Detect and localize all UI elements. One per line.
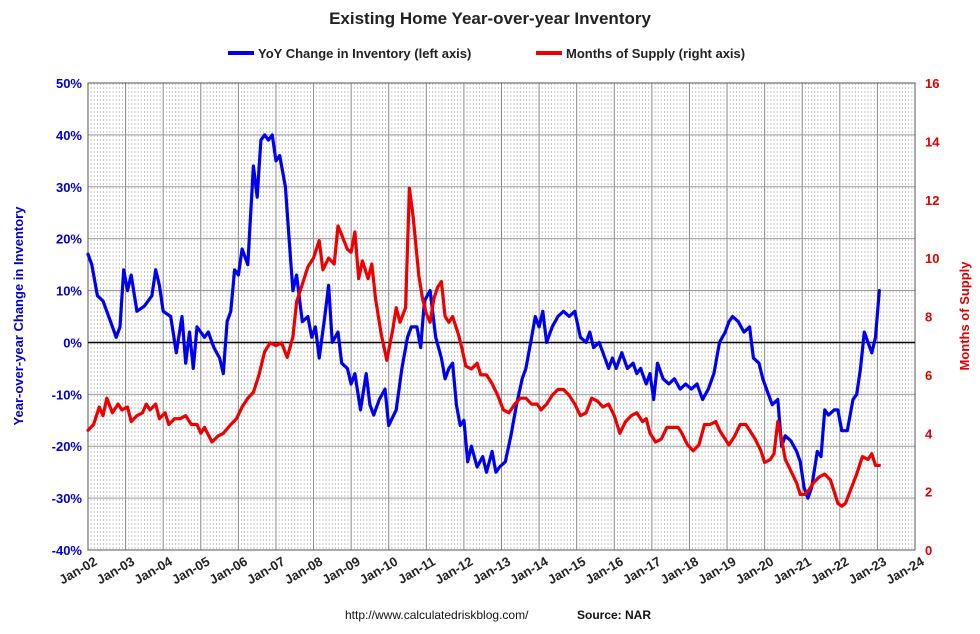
y-right-tick-label: 16 (925, 76, 939, 91)
x-tick-label: Jan-16 (583, 554, 626, 588)
x-tick-label: Jan-09 (319, 554, 362, 588)
x-tick-label: Jan-19 (695, 554, 738, 588)
y-right-tick-label: 4 (925, 426, 933, 441)
grid (88, 83, 915, 550)
legend-label-months-supply: Months of Supply (right axis) (566, 46, 745, 61)
y-left-tick-label: -40% (52, 543, 83, 558)
y-left-tick-label: -10% (52, 387, 83, 402)
source-label: Source: NAR (577, 608, 651, 622)
y-right-tick-label: 0 (925, 543, 932, 558)
y-right-tick-label: 2 (925, 485, 932, 500)
y-left-tick-label: 40% (56, 128, 82, 143)
x-tick-label: Jan-06 (207, 554, 250, 588)
x-tick-label: Jan-24 (883, 553, 927, 587)
x-tick-label: Jan-03 (94, 554, 137, 588)
series-line-months-supply (86, 186, 881, 508)
x-tick-label: Jan-22 (808, 554, 851, 588)
right-axis-ticks: 0 2 4 6 8 10 12 14 16 (925, 76, 940, 558)
x-tick-label: Jan-12 (432, 554, 475, 588)
series-line-yoy (86, 133, 881, 500)
x-tick-label: Jan-14 (507, 553, 551, 587)
series-layer (86, 133, 881, 508)
y-left-tick-label: 20% (56, 232, 82, 247)
source-url: http://www.calculatedriskblog.com/ (345, 608, 529, 622)
x-tick-label: Jan-20 (733, 554, 776, 588)
left-axis-label: Year-over-year Change in Inventory (11, 206, 26, 426)
x-tick-label: Jan-21 (771, 554, 814, 588)
x-tick-label: Jan-10 (357, 554, 400, 588)
y-left-tick-label: 10% (56, 284, 82, 299)
x-tick-label: Jan-08 (282, 554, 325, 588)
x-tick-label: Jan-13 (470, 554, 513, 588)
y-left-tick-label: 30% (56, 180, 82, 195)
y-right-tick-label: 10 (925, 251, 939, 266)
x-axis-ticks: Jan-02Jan-03Jan-04Jan-05Jan-06Jan-07Jan-… (56, 553, 927, 587)
y-right-tick-label: 6 (925, 368, 932, 383)
plot-area-border (87, 82, 916, 551)
right-axis-label: Months of Supply (957, 261, 972, 371)
y-right-tick-label: 14 (925, 134, 940, 149)
x-tick-label: Jan-05 (169, 554, 212, 588)
x-tick-label: Jan-11 (395, 554, 438, 587)
x-tick-label: Jan-07 (244, 554, 287, 588)
y-left-tick-label: 0% (63, 335, 82, 350)
x-tick-label: Jan-17 (620, 554, 663, 588)
x-tick-label: Jan-15 (545, 554, 588, 588)
x-tick-label: Jan-23 (846, 554, 889, 588)
x-tick-label: Jan-18 (658, 554, 701, 588)
y-left-tick-label: 50% (56, 76, 82, 91)
y-right-tick-label: 12 (925, 193, 939, 208)
legend-label-yoy: YoY Change in Inventory (left axis) (258, 46, 471, 61)
x-tick-label: Jan-02 (56, 554, 99, 588)
left-axis-ticks: -40% -30% -20% -10% 0% 10% 20% 30% 40% 50% (52, 76, 83, 558)
legend: YoY Change in Inventory (left axis) Mont… (228, 46, 745, 61)
y-left-tick-label: -20% (52, 439, 83, 454)
chart-title: Existing Home Year-over-year Inventory (329, 9, 651, 28)
y-left-tick-label: -30% (52, 491, 83, 506)
x-tick-label: Jan-04 (131, 553, 175, 587)
y-right-tick-label: 8 (925, 310, 932, 325)
